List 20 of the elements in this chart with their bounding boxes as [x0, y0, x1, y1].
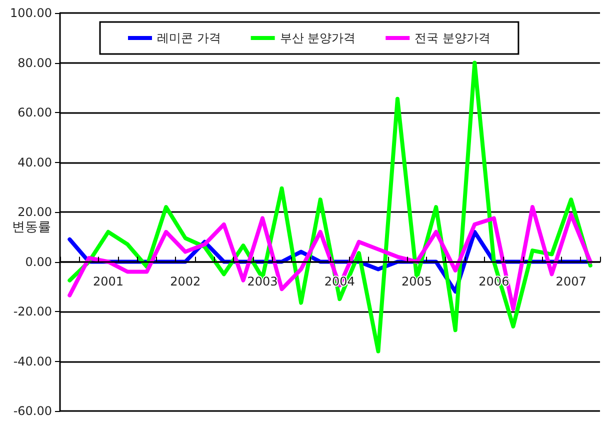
x-tick-label: 2003 — [247, 274, 278, 288]
y-tick-label: 100.00 — [10, 6, 52, 20]
x-tick-label: 2002 — [170, 274, 201, 288]
y-tick-label: 40.00 — [18, 155, 52, 170]
legend-label: 레미콘 가격 — [157, 31, 221, 45]
x-tick-label: 2005 — [402, 274, 432, 288]
y-tick-label: -40.00 — [13, 354, 52, 368]
legend-label: 부산 분양가격 — [280, 31, 356, 45]
y-tick-label: -20.00 — [13, 304, 52, 318]
y-axis-title: 변동률 — [12, 220, 51, 235]
y-tick-label: 0.00 — [25, 254, 52, 269]
x-tick-label: 2007 — [556, 274, 586, 288]
line-series — [68, 205, 592, 312]
y-tick-label: -60.00 — [13, 404, 52, 418]
y-tick-label: 80.00 — [18, 56, 52, 70]
legend-label: 전국 분양가격 — [414, 31, 490, 45]
line-series — [68, 60, 592, 354]
x-tick-label: 2001 — [92, 274, 124, 288]
y-tick-label: 20.00 — [18, 205, 52, 219]
y-tick-label: 60.00 — [18, 106, 52, 120]
